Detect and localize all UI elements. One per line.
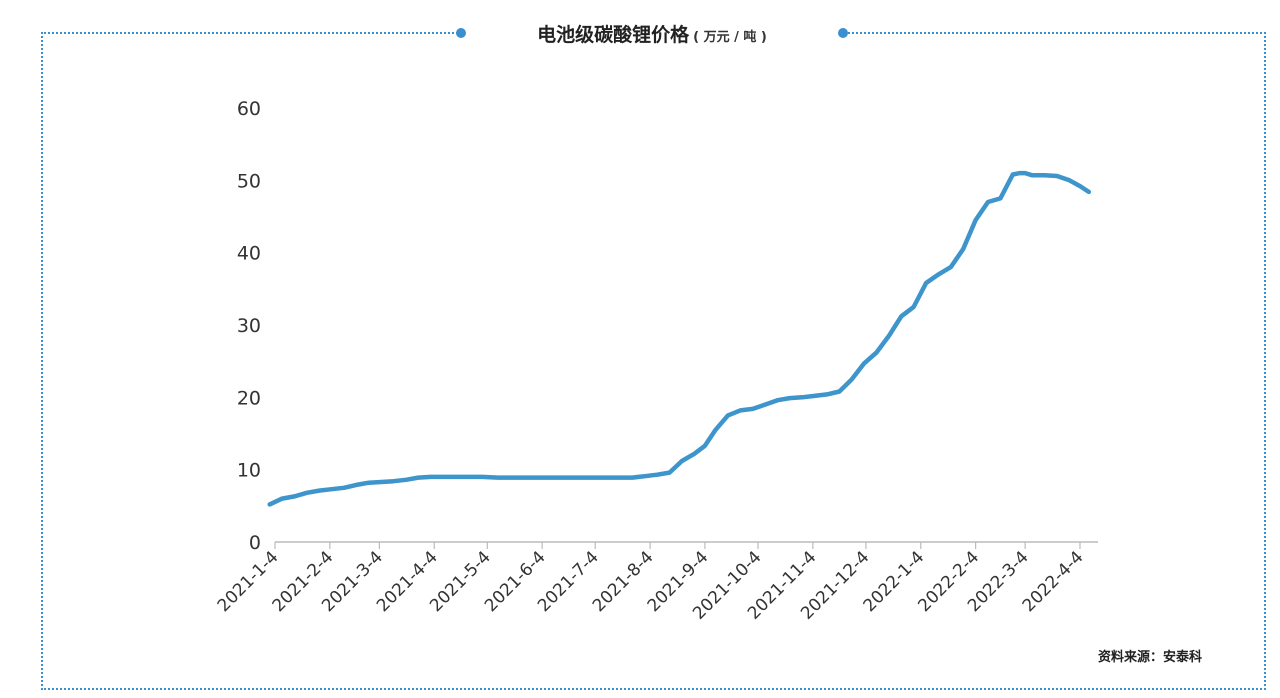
series-line-lithium-carbonate-price [267,170,1092,507]
chart-title: 电池级碳酸锂价格( 万元 / 吨 ) [470,20,834,47]
title-dot-left [456,28,466,38]
y-tick-label: 10 [237,460,261,482]
y-tick-label: 60 [237,98,261,120]
y-tick-label: 0 [249,532,261,554]
y-tick-label: 20 [237,387,261,409]
y-axis: 0 10 20 30 40 50 60 [237,98,261,554]
x-axis: 2021-1-42021-2-42021-3-42021-4-42021-5-4… [214,542,1088,624]
y-tick-label: 50 [237,170,261,192]
chart-title-text: 电池级碳酸锂价格 [537,24,690,46]
y-tick-label: 30 [237,315,261,337]
title-dot-right [838,28,848,38]
chart-frame [41,32,1266,690]
chart-title-unit: ( 万元 / 吨 ) [693,30,767,45]
y-tick-label: 40 [237,243,261,265]
x-tick-label: 2022-4-4 [1019,547,1088,616]
title-rule-right [843,32,1266,34]
title-rule-left [41,32,461,34]
source-note: 资料来源：安泰科 [1098,650,1203,665]
